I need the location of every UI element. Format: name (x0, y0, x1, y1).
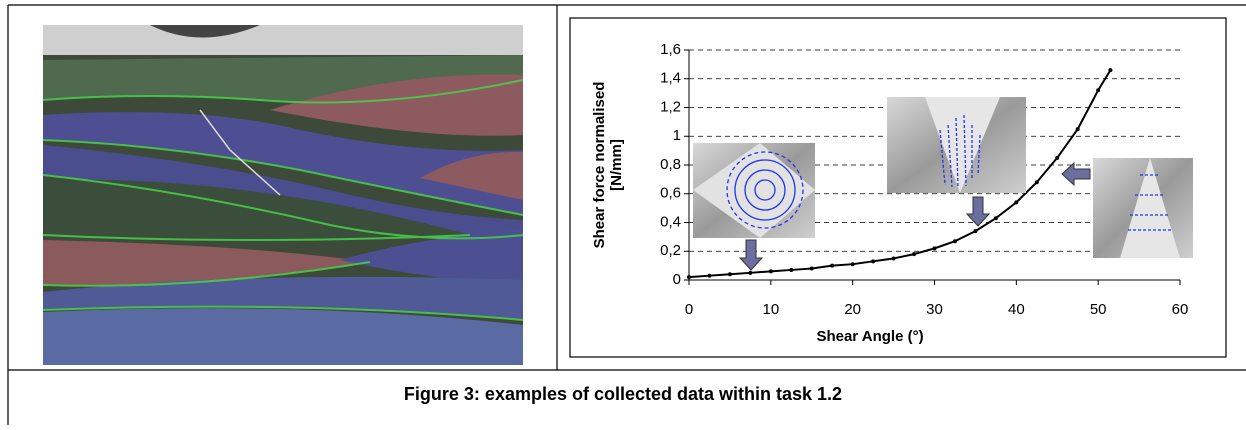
y-tick-label: 1,2 (660, 98, 681, 115)
y-tick-label: 0,4 (660, 213, 681, 230)
marker (1014, 200, 1019, 205)
marker (1034, 180, 1039, 185)
marker (932, 246, 937, 251)
y-axis-label-line: [N/mm] (608, 139, 625, 191)
marker (891, 256, 896, 261)
inset-images (693, 97, 1193, 258)
x-tick-label: 60 (1172, 301, 1189, 318)
marker (871, 259, 876, 264)
micrograph (42, 25, 524, 365)
marker (1108, 68, 1113, 73)
marker (727, 272, 732, 277)
y-axis-label: Shear force normalised [N/mm] (591, 82, 625, 249)
line (688, 69, 1112, 279)
marker (1075, 127, 1080, 132)
y-tick-label: 1 (673, 127, 681, 144)
marker (952, 239, 957, 244)
marker (748, 270, 753, 275)
x-axis-label: Shear Angle (°) (816, 328, 923, 345)
y-tick-label: 0 (673, 271, 681, 288)
y-tick-label: 0,6 (660, 185, 681, 202)
y-tick-label: 0,8 (660, 156, 681, 173)
marker (912, 252, 917, 257)
marker (1055, 155, 1060, 160)
marker (850, 262, 855, 267)
x-tick-label: 50 (1090, 301, 1107, 318)
x-tick-label: 30 (926, 301, 943, 318)
y-tick-label: 1,6 (660, 41, 681, 58)
marker (809, 266, 814, 271)
y-axis-label-line: Shear force normalised (591, 82, 608, 249)
y-tick-label: 1,4 (660, 70, 681, 87)
marker (1096, 88, 1101, 93)
marker (789, 267, 794, 272)
caption: Figure 3: examples of collected data wit… (404, 384, 842, 404)
x-tick-label: 40 (1008, 301, 1025, 318)
x-tick-label: 10 (762, 301, 779, 318)
marker (768, 269, 773, 274)
y-tick-label: 0,2 (660, 242, 681, 259)
marker (973, 229, 978, 234)
table-borders (7, 4, 1246, 425)
chart-frame (569, 17, 1227, 358)
x-tick-label: 0 (685, 301, 693, 318)
marker (707, 273, 712, 278)
arrows (738, 161, 1091, 271)
marker (993, 216, 998, 221)
marker (687, 275, 691, 280)
x-tick-label: 20 (844, 301, 861, 318)
marker (830, 263, 835, 268)
